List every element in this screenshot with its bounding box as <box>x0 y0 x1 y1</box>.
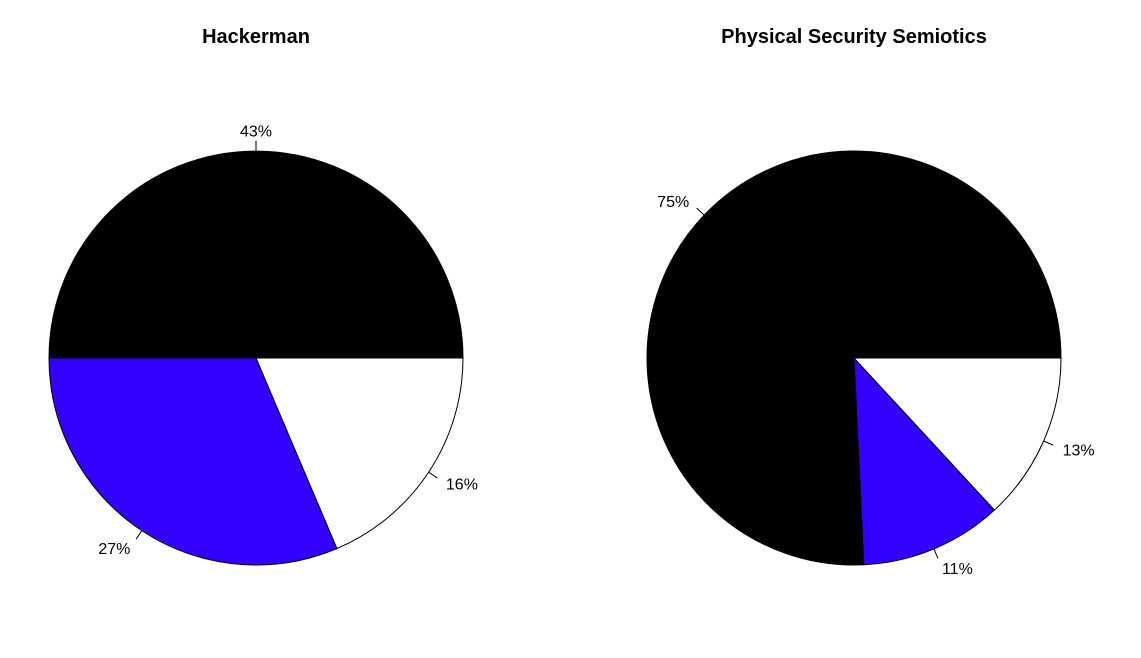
pie-slice <box>853 356 996 566</box>
slice-label: 16% <box>446 477 478 494</box>
label-tick <box>1043 440 1054 446</box>
pie-slice <box>48 357 338 566</box>
slice-label: 75% <box>657 194 689 211</box>
chart-title: Hackerman <box>202 26 310 48</box>
pie-chart-hackerman: Hackerman 43% 27% 16% <box>48 26 478 566</box>
label-tick <box>696 207 705 216</box>
slice-label: 13% <box>1063 442 1095 459</box>
label-tick <box>135 530 143 540</box>
pie-chart-physical-security-semiotics: Physical Security Semiotics 75% 11% 13% <box>646 26 1095 578</box>
slice-label: 27% <box>98 541 130 558</box>
pie-slice <box>852 357 1062 511</box>
chart-title: Physical Security Semiotics <box>721 26 987 48</box>
pie-slice <box>255 357 464 550</box>
slice-label: 11% <box>942 561 973 578</box>
label-tick <box>428 471 438 479</box>
label-tick <box>933 548 939 559</box>
pie-slice <box>48 150 464 359</box>
slice-label: 43% <box>240 123 272 140</box>
pie-slice <box>646 150 1062 566</box>
